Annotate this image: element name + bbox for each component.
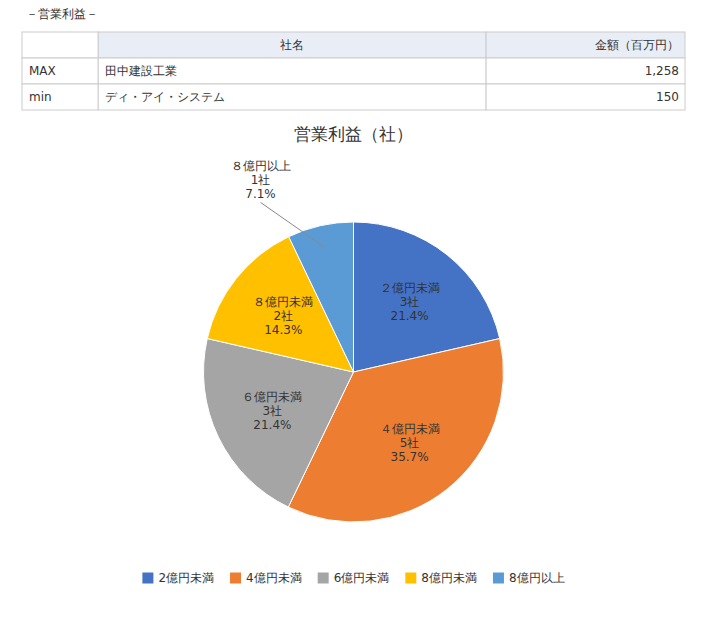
slice-label: ６億円未満 — [242, 390, 302, 404]
table-cell — [486, 58, 685, 84]
legend-item: 8億円未満 — [405, 571, 477, 585]
table-cell-text: 1,258 — [645, 64, 679, 78]
table-title: －営業利益－ — [26, 7, 98, 21]
data-label: 35.7% — [391, 450, 429, 464]
slice-label: ８億円未満 — [253, 295, 313, 309]
slice-count: 3社 — [400, 295, 420, 309]
table: －営業利益－ 社名 金額（百万円） MAX 田中建設工業 1,258 min ディ・アイ・シス… — [22, 7, 685, 110]
table-cell-text: MAX — [29, 64, 56, 78]
legend-swatch — [142, 573, 153, 584]
legend-item: 2億円未満 — [142, 571, 214, 585]
slice-label: ８億円以上 — [231, 159, 291, 173]
table-cell-text: 150 — [656, 90, 679, 104]
data-labels: ２億円未満3社21.4%４億円未満5社35.7%６億円未満3社21.4%８億円未… — [231, 159, 440, 463]
chart-title: 営業利益（社） — [294, 124, 413, 144]
data-label: 14.3% — [264, 323, 302, 337]
legend-label: 8億円未満 — [421, 571, 477, 585]
table-cell — [22, 58, 98, 84]
pie-chart: 営業利益（社）２億円未満3社21.4%４億円未満5社35.7%６億円未満3社21… — [142, 124, 564, 585]
legend-label: 2億円未満 — [158, 571, 214, 585]
table-header-cell — [22, 32, 98, 58]
table-cell-text: 田中建設工業 — [105, 64, 177, 78]
legend: 2億円未満 4億円未満 6億円未満 8億円未満 8億円以上 — [142, 571, 564, 585]
legend-swatch — [318, 573, 329, 584]
table-cell — [98, 84, 486, 110]
table-cell-text: ディ・アイ・システム — [105, 90, 225, 104]
table-header-text: 社名 — [280, 38, 304, 52]
legend-label: 6億円未満 — [334, 571, 390, 585]
data-label: 21.4% — [253, 418, 291, 432]
legend-item: 6億円未満 — [318, 571, 390, 585]
slice-count: 5社 — [400, 436, 420, 450]
table-cell — [22, 84, 98, 110]
legend-item: 8億円以上 — [493, 571, 565, 585]
legend-label: 8億円以上 — [509, 571, 565, 585]
data-label: 7.1% — [245, 187, 276, 201]
legend-label: 4億円未満 — [246, 571, 302, 585]
slice-count: 2社 — [273, 309, 293, 323]
legend-item: 4億円未満 — [230, 571, 302, 585]
legend-swatch — [230, 573, 241, 584]
leader-line — [261, 202, 326, 247]
slice-label: ４億円未満 — [380, 422, 440, 436]
slice-count: 3社 — [263, 404, 283, 418]
slice-label: ２億円未満 — [380, 281, 440, 295]
table-header-cell — [486, 32, 685, 58]
table-header-text: 金額（百万円） — [595, 38, 679, 52]
legend-swatch — [493, 573, 504, 584]
table-cell — [98, 58, 486, 84]
table-cell-text: min — [29, 90, 52, 104]
table-header-cell — [98, 32, 486, 58]
pie-slices — [204, 222, 504, 522]
slice-count: 1社 — [251, 173, 271, 187]
data-label: 21.4% — [391, 309, 429, 323]
chart-canvas: －営業利益－ 社名 金額（百万円） MAX 田中建設工業 1,258 min ディ・アイ・シス… — [0, 0, 707, 620]
table-cell — [486, 84, 685, 110]
legend-swatch — [405, 573, 416, 584]
